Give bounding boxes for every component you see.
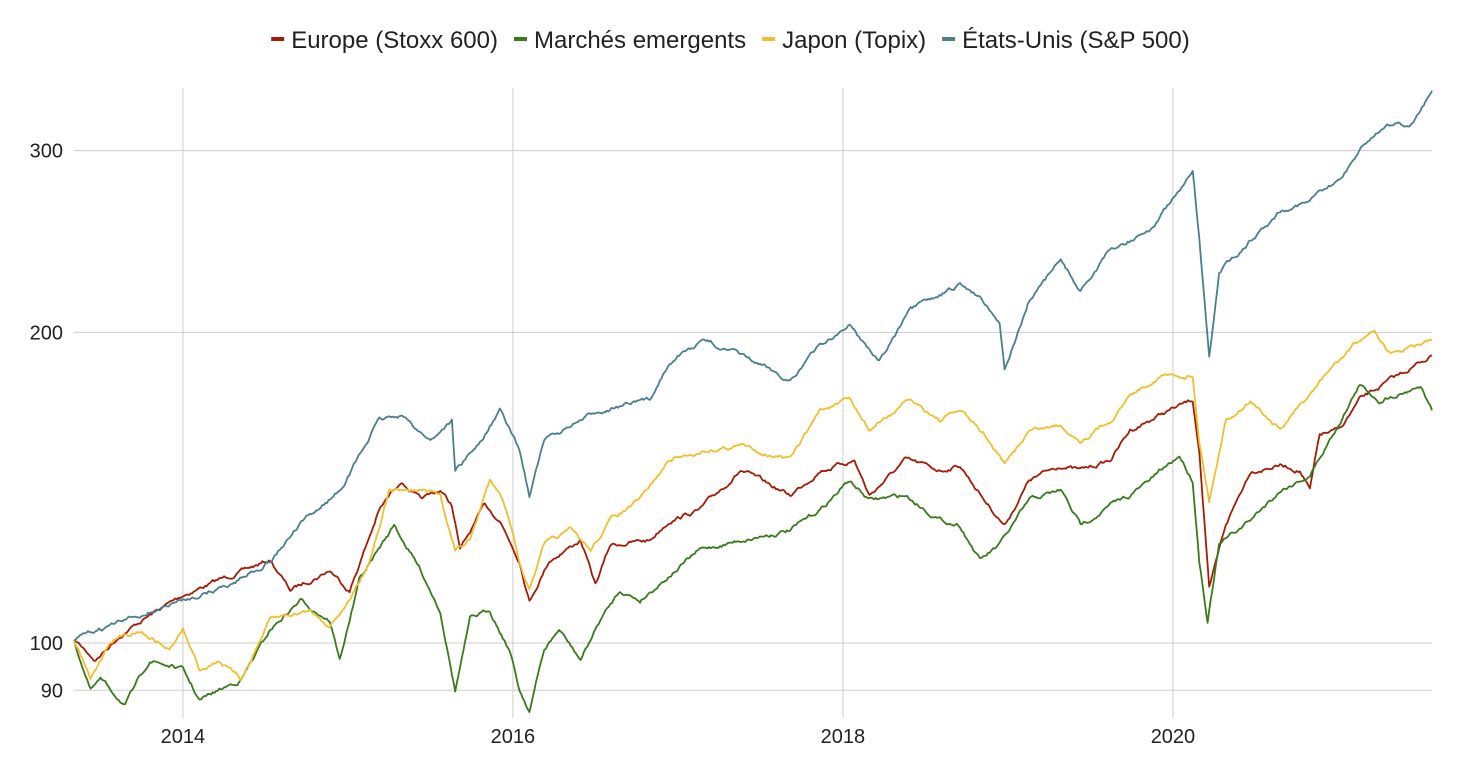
legend-item: Europe (Stoxx 600) [271, 27, 498, 54]
y-tick-label: 300 [30, 141, 63, 163]
series-line-us [74, 90, 1433, 641]
legend-item: États-Unis (S&P 500) [942, 27, 1190, 54]
legend-swatch [942, 37, 956, 41]
series-line-japan [73, 329, 1433, 682]
series-lines [73, 90, 1433, 713]
series-line-europe [73, 354, 1433, 662]
y-tick-label: 200 [30, 322, 63, 344]
grid [74, 88, 1432, 718]
legend-swatch [514, 37, 527, 41]
legend-item: Japon (Topix) [762, 27, 926, 54]
legend-swatch [271, 37, 285, 41]
x-tick-label: 2016 [491, 726, 536, 748]
legend-label: États-Unis (S&P 500) [962, 27, 1190, 54]
legend-label: Japon (Topix) [782, 27, 926, 54]
legend-item: Marchés emergents [514, 27, 746, 54]
legend: Europe (Stoxx 600) Marchés emergents Japon… [271, 27, 1190, 54]
x-tick-label: 2018 [821, 726, 866, 748]
series-line-emerging-markets [73, 384, 1433, 713]
legend-label: Europe (Stoxx 600) [291, 27, 498, 54]
legend-label: Marchés emergents [534, 27, 746, 54]
x-tick-label: 2014 [161, 726, 206, 748]
y-tick-label: 90 [41, 680, 63, 702]
legend-swatch [762, 37, 776, 41]
x-axis: 2014 2016 2018 2020 [161, 726, 1196, 748]
x-tick-label: 2020 [1151, 726, 1196, 748]
y-axis: 90 100 200 300 [30, 141, 63, 703]
y-tick-label: 100 [30, 633, 63, 655]
